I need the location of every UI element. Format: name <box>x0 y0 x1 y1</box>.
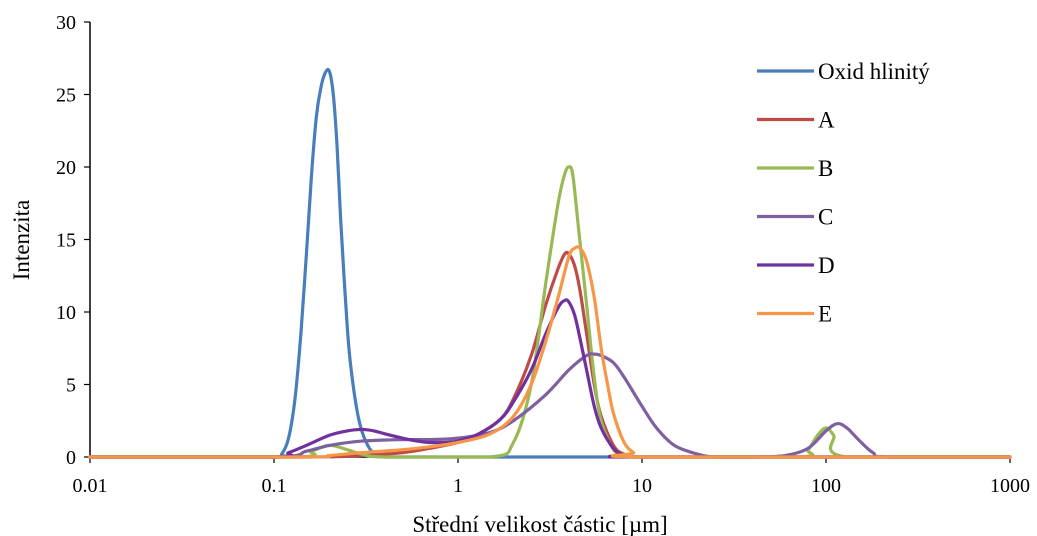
legend-label: C <box>818 205 833 230</box>
x-tick-label: 100 <box>811 475 841 497</box>
y-tick-label: 10 <box>56 302 76 324</box>
legend-label: E <box>818 302 832 327</box>
legend-label: A <box>818 108 835 133</box>
legend-label: D <box>818 253 835 278</box>
y-tick-label: 5 <box>66 375 76 397</box>
series-line-3 <box>88 165 1012 459</box>
series-layer <box>88 67 1012 459</box>
series-line-4 <box>88 352 1012 459</box>
axes: 0 5 10 15 20 25 30 0.01 0.1 1 10 100 1000 <box>56 12 1030 497</box>
y-tick-label: 30 <box>56 12 76 34</box>
x-tick-label: 1 <box>453 475 463 497</box>
x-tick-label: 0.01 <box>73 475 108 497</box>
legend-label: Oxid hlinitý <box>818 59 930 84</box>
series-line-5 <box>88 298 1012 459</box>
series-line-2 <box>88 250 1012 459</box>
x-tick-label: 0.1 <box>262 475 287 497</box>
y-axis-title: Intenzita <box>9 200 34 280</box>
x-tick-label: 10 <box>632 475 652 497</box>
y-tick-label: 15 <box>56 230 76 252</box>
y-tick-label: 25 <box>56 85 76 107</box>
y-tick-label: 20 <box>56 157 76 179</box>
series-line-6 <box>88 245 1012 459</box>
legend-label: B <box>818 156 833 181</box>
y-tick-label: 0 <box>66 447 76 469</box>
x-axis-title: Střední velikost částic [µm] <box>412 512 667 536</box>
x-tick-label: 1000 <box>990 475 1030 497</box>
